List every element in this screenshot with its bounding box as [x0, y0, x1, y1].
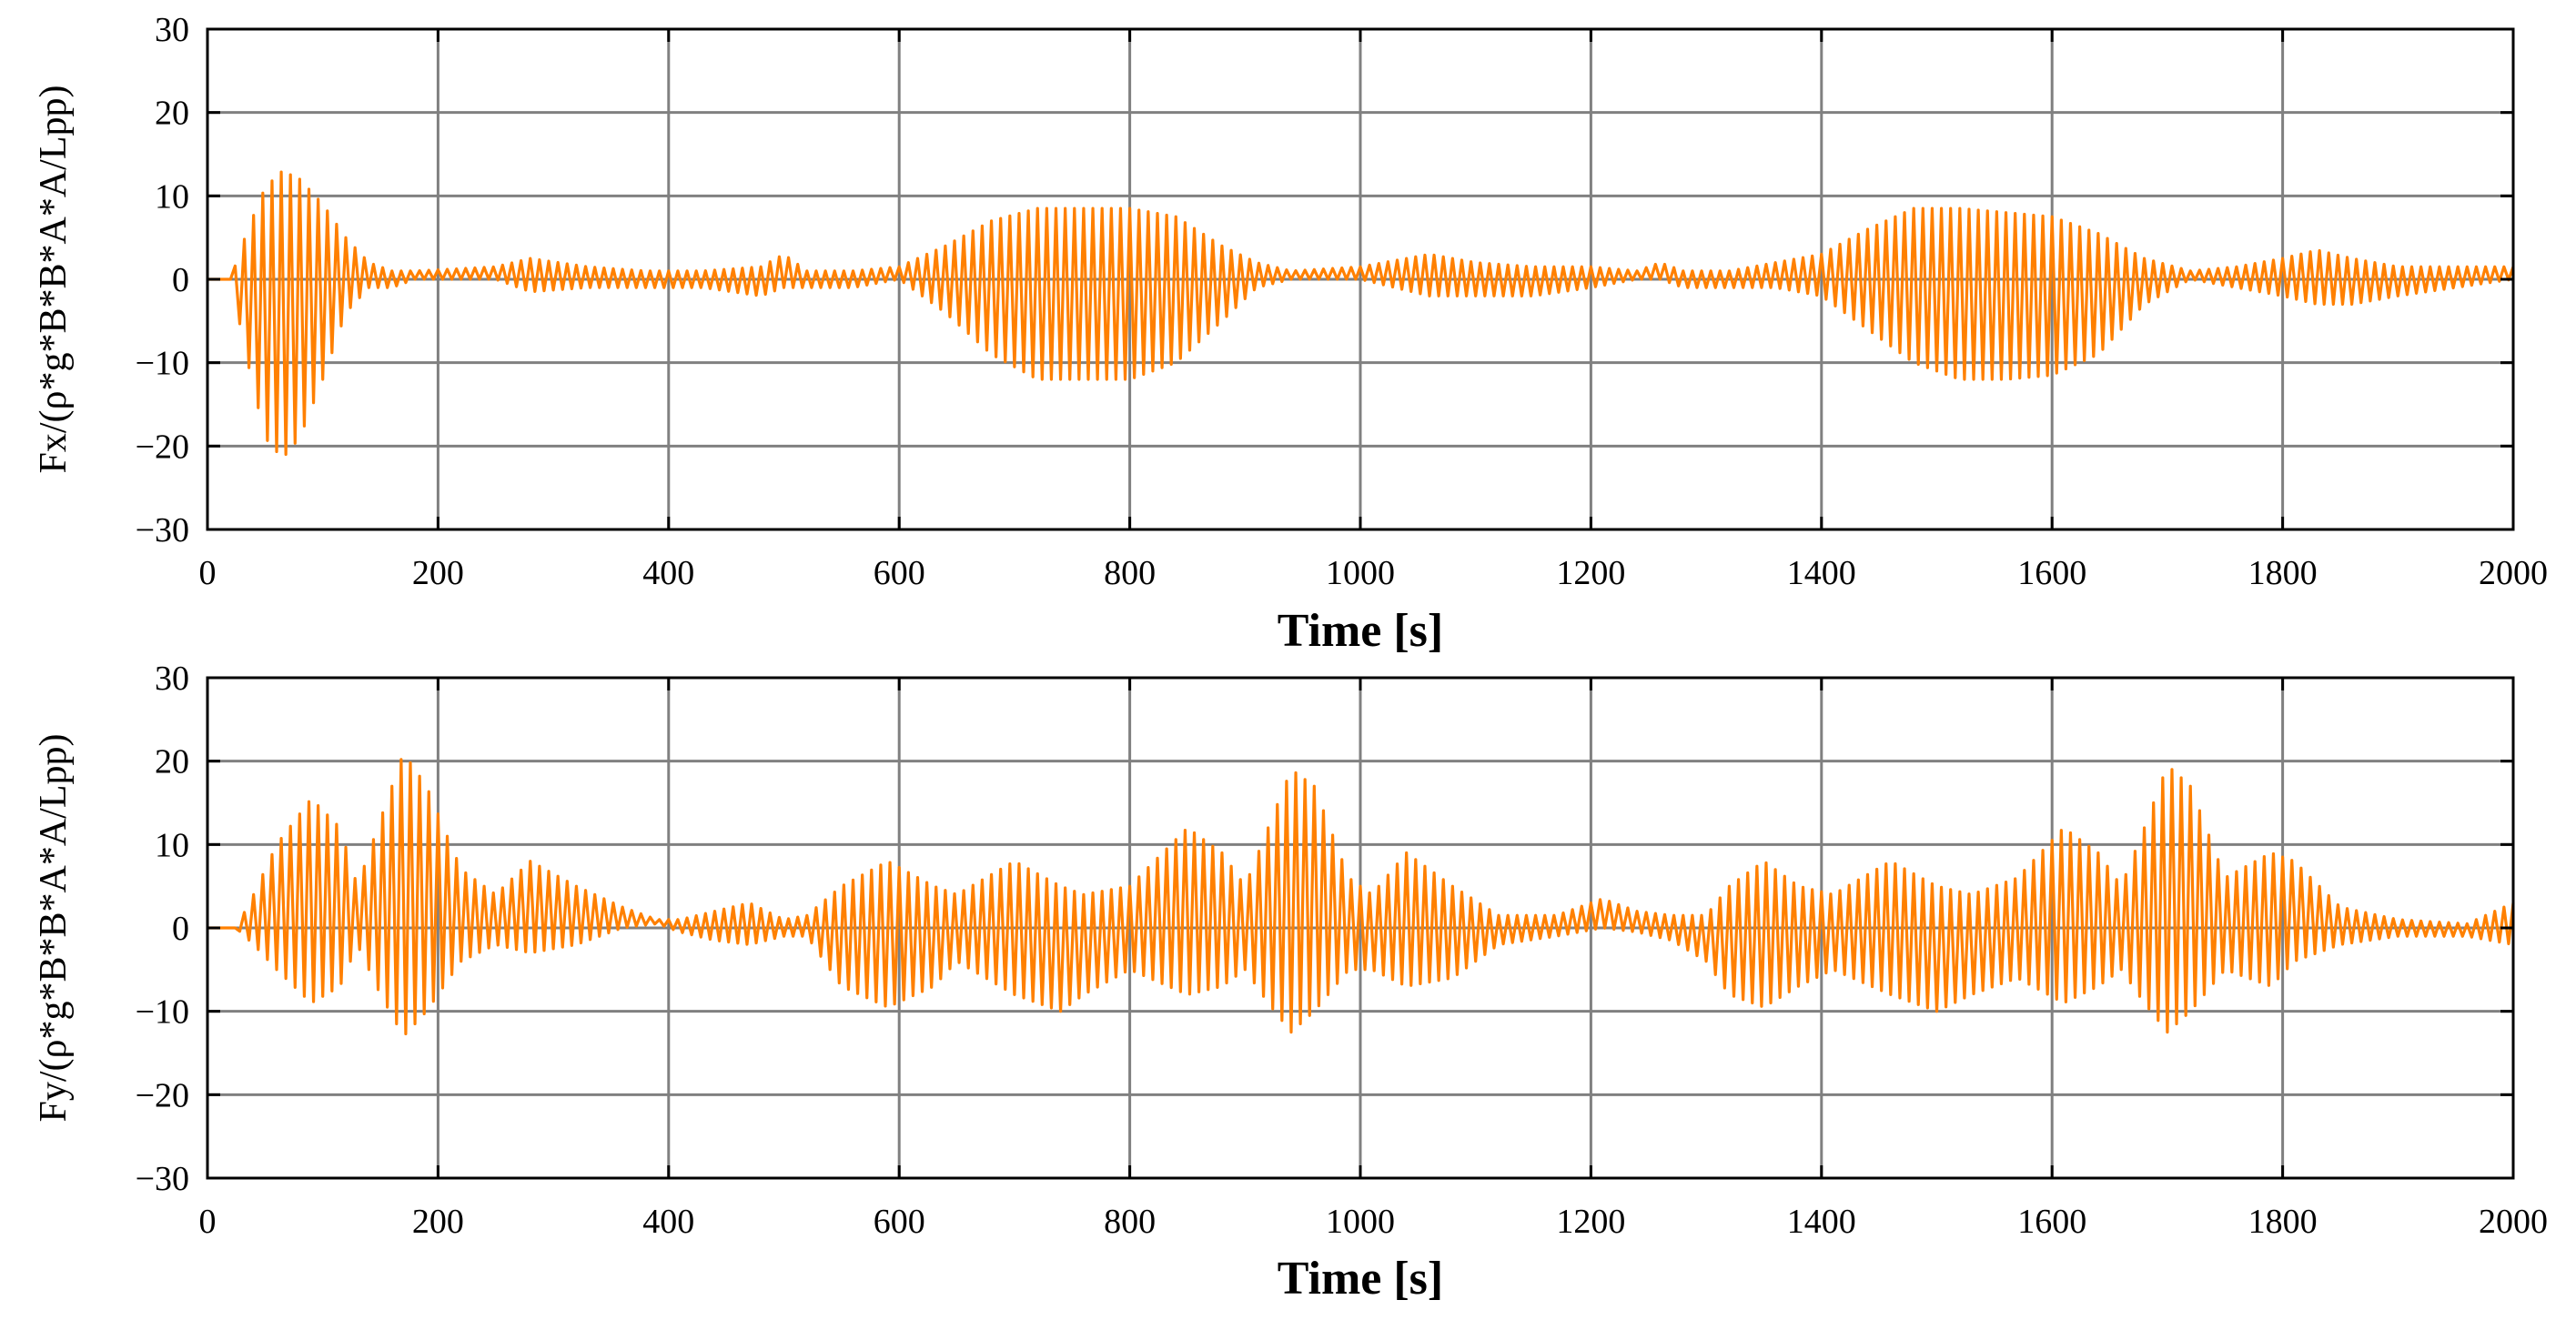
- y-axis-title: Fx/(ρ*g*B*B*A*A/Lpp): [33, 86, 75, 474]
- series-line-fx: [207, 170, 2515, 457]
- x-tick-label: 0: [199, 554, 217, 592]
- x-tick-label: 0: [199, 1203, 217, 1241]
- x-axis-title: Time [s]: [1278, 1253, 1443, 1305]
- x-tick-label: 2000: [2479, 554, 2548, 592]
- y-tick-label: −10: [136, 993, 189, 1032]
- y-tick-label: 10: [155, 826, 189, 864]
- x-tick-label: 1400: [1787, 554, 1856, 592]
- x-tick-label: 1800: [2248, 1203, 2318, 1241]
- series-line-fy: [207, 758, 2515, 1036]
- x-tick-label: 600: [874, 1203, 925, 1241]
- x-tick-label: 200: [412, 554, 464, 592]
- y-tick-label: 20: [155, 95, 189, 133]
- x-tick-label: 1200: [1556, 554, 1625, 592]
- x-tick-label: 2000: [2479, 1203, 2548, 1241]
- chart-panel-1: 0 200 400 600 800 1000 1200 1400 1600 1800 2000−30…: [33, 11, 2548, 657]
- y-tick-label: −30: [136, 511, 189, 549]
- y-tick-label: 10: [155, 177, 189, 216]
- y-tick-label: −20: [136, 1076, 189, 1114]
- y-tick-label: 0: [172, 910, 189, 948]
- x-tick-label: 800: [1104, 1203, 1156, 1241]
- x-tick-label: 200: [412, 1203, 464, 1241]
- x-tick-label: 800: [1104, 554, 1156, 592]
- x-tick-label: 400: [642, 1203, 694, 1241]
- y-axis-title: Fy/(ρ*g*B*B*A*A/Lpp): [33, 734, 75, 1123]
- x-tick-label: 600: [874, 554, 925, 592]
- x-tick-label: 1800: [2248, 554, 2318, 592]
- x-tick-label: 1600: [2017, 1203, 2086, 1241]
- x-tick-label: 1000: [1326, 1203, 1395, 1241]
- x-tick-label: 1600: [2017, 554, 2086, 592]
- y-tick-label: 20: [155, 743, 189, 781]
- x-tick-label: 1400: [1787, 1203, 1856, 1241]
- x-axis-title: Time [s]: [1278, 605, 1443, 657]
- y-tick-label: −10: [136, 345, 189, 383]
- x-tick-label: 400: [642, 554, 694, 592]
- y-tick-label: 30: [155, 660, 189, 698]
- y-tick-label: −20: [136, 428, 189, 466]
- x-tick-label: 1200: [1556, 1203, 1625, 1241]
- x-tick-label: 1000: [1326, 554, 1395, 592]
- y-tick-label: 0: [172, 261, 189, 299]
- y-tick-label: −30: [136, 1160, 189, 1198]
- chart-panel-2: 0 200 400 600 800 1000 1200 1400 1600 1800 2000−30…: [33, 660, 2548, 1305]
- y-tick-label: 30: [155, 11, 189, 49]
